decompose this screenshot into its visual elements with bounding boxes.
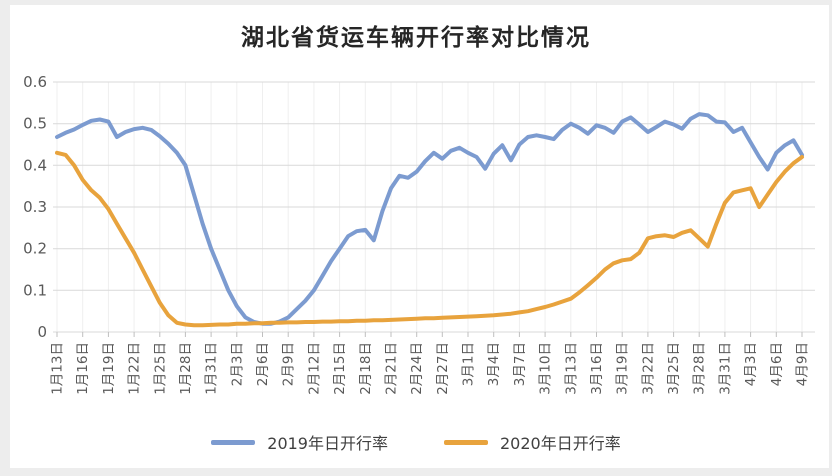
x-axis-tick-label: 2月24日	[409, 342, 425, 395]
x-axis-tick-label: 2月21日	[384, 342, 400, 395]
legend-item-2020: 2020年日开行率	[444, 430, 621, 454]
legend-line-swatch-2020	[444, 439, 488, 445]
x-axis-tick-label: 3月1日	[461, 342, 477, 386]
x-axis-tick-label: 2月18日	[358, 342, 374, 395]
legend-label-2020: 2020年日开行率	[500, 434, 621, 453]
x-axis-tick-label: 1月25日	[152, 342, 168, 395]
x-axis-tick-label: 1月19日	[101, 342, 117, 395]
series-line-2020年日开行率	[55, 150, 804, 328]
x-axis-tick-label: 4月3日	[743, 342, 759, 386]
x-axis-tick-label: 4月6日	[769, 342, 785, 386]
x-axis-tick-label: 3月31日	[717, 342, 733, 395]
x-axis-tick-label: 1月16日	[75, 342, 91, 395]
series-line-2019年日开行率	[55, 112, 804, 326]
x-axis-tick-label: 3月25日	[666, 342, 682, 395]
x-axis-tick-label: 4月9日	[795, 342, 811, 386]
x-axis-tick-label: 3月7日	[512, 342, 528, 386]
y-axis-tick-label: 0.5	[23, 115, 47, 133]
x-axis-tick-label: 2月6日	[255, 342, 271, 386]
x-axis-tick-label: 1月28日	[178, 342, 194, 395]
y-axis-tick-label: 0.1	[23, 281, 47, 299]
x-axis-tick-label: 3月28日	[692, 342, 708, 395]
x-axis-tick-label: 1月31日	[204, 342, 220, 395]
x-axis-tick-label: 1月13日	[50, 342, 66, 395]
legend-item-2019: 2019年日开行率	[211, 430, 388, 454]
x-axis-tick-label: 3月13日	[563, 342, 579, 395]
x-axis-tick-label: 2月15日	[332, 342, 348, 395]
x-axis-tick-label: 1月22日	[127, 342, 143, 395]
x-axis-tick-label: 2月3日	[229, 342, 245, 386]
x-axis-tick-label: 2月12日	[306, 342, 322, 395]
legend-line-swatch-2019	[211, 439, 256, 445]
page-edge-bottom	[0, 468, 832, 476]
chart-legend: 2019年日开行率 2020年日开行率	[0, 430, 832, 454]
x-axis-tick-label: 3月4日	[486, 342, 502, 386]
x-axis-tick-label: 3月19日	[615, 342, 631, 395]
x-axis-tick-label: 2月27日	[435, 342, 451, 395]
page-edge-top	[0, 0, 832, 5]
y-axis-tick-label: 0.6	[23, 73, 47, 91]
y-axis-tick-label: 0.3	[23, 198, 47, 216]
y-axis-tick-label: 0.2	[23, 240, 47, 258]
x-axis-tick-label: 3月22日	[640, 342, 656, 395]
page-edge-left	[0, 0, 10, 476]
legend-label-2019: 2019年日开行率	[267, 434, 388, 453]
x-axis-tick-label: 3月10日	[538, 342, 554, 395]
x-axis-tick-label: 3月16日	[589, 342, 605, 395]
page-edge-right	[829, 0, 832, 476]
y-axis-tick-label: 0	[37, 323, 47, 341]
chart-title: 湖北省货运车辆开行率对比情况	[241, 24, 591, 51]
x-axis-tick-label: 2月9日	[281, 342, 297, 386]
y-axis-tick-label: 0.4	[23, 156, 47, 174]
